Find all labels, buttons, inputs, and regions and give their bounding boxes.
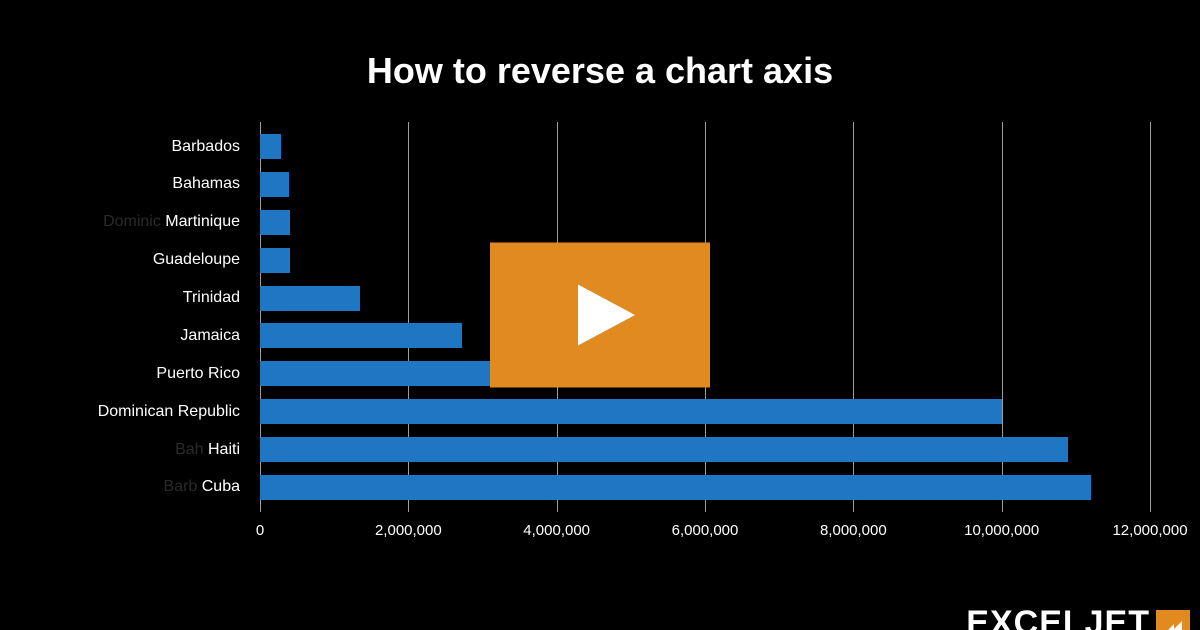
x-axis: 02,000,0004,000,0006,000,0008,000,00010,… (260, 512, 1150, 552)
bar-label: Guadeloupe (50, 251, 250, 269)
gridline (1150, 122, 1151, 512)
brand-text: EXCELJET (966, 610, 1150, 630)
bar (260, 323, 462, 348)
bar (260, 361, 512, 386)
bar-label: Puerto Rico (50, 365, 250, 383)
bar-row: Bah HaitiHaiti (260, 437, 1150, 462)
brand-accent-icon (1156, 610, 1190, 630)
x-tick-label: 6,000,000 (672, 522, 739, 539)
bar (260, 172, 289, 197)
x-tick-label: 8,000,000 (820, 522, 887, 539)
bar (260, 248, 290, 273)
bar-label: Trinidad (50, 289, 250, 307)
bar-row: Dominican Republic (260, 399, 1150, 424)
bar (260, 437, 1068, 462)
bar-row: Barb CubaCuba (260, 475, 1150, 500)
bar-label: Haiti (50, 441, 250, 459)
bar-label: Jamaica (50, 327, 250, 345)
x-tick-label: 10,000,000 (964, 522, 1039, 539)
bar (260, 475, 1091, 500)
bar-label: Martinique (50, 213, 250, 231)
x-tick-label: 0 (256, 522, 264, 539)
play-button[interactable] (490, 243, 710, 388)
page-title: How to reverse a chart axis (0, 0, 1200, 122)
bar-row: Bahamas (260, 172, 1150, 197)
brand-logo: EXCELJET (966, 610, 1190, 630)
bar (260, 210, 290, 235)
x-tick-label: 12,000,000 (1112, 522, 1187, 539)
bar (260, 399, 1002, 424)
bar (260, 286, 360, 311)
x-tick-label: 2,000,000 (375, 522, 442, 539)
bar-row: Barbados (260, 134, 1150, 159)
bar-label: Bahamas (50, 175, 250, 193)
play-icon (490, 243, 710, 388)
bar-row: Dominic MartiniqueMartinique (260, 210, 1150, 235)
bar-label: Cuba (50, 478, 250, 496)
bar (260, 134, 281, 159)
x-tick-label: 4,000,000 (523, 522, 590, 539)
bar-label: Barbados (50, 138, 250, 156)
bar-label: Dominican Republic (50, 403, 250, 421)
